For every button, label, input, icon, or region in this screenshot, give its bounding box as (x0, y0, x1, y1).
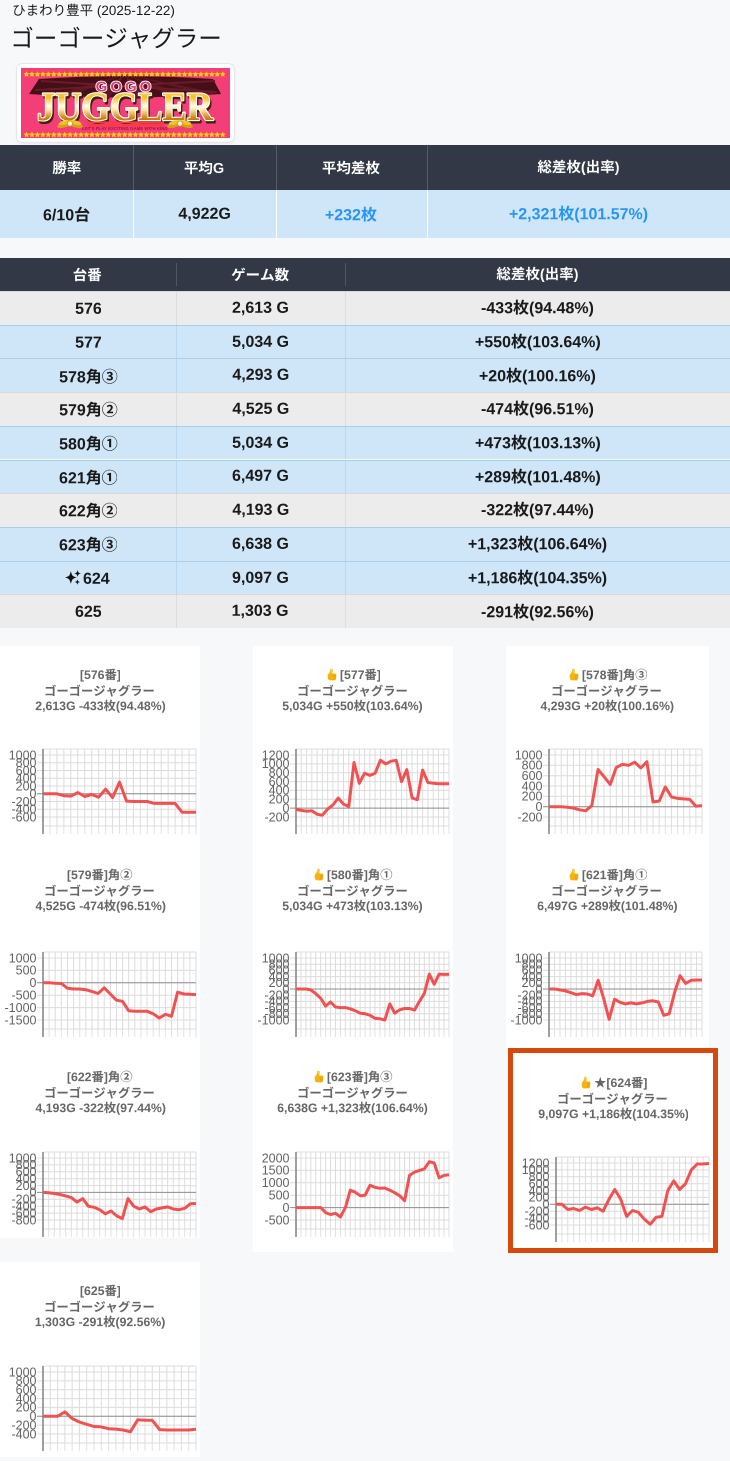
svg-text:-600: -600 (264, 1001, 289, 1015)
svg-text:400: 400 (529, 1183, 550, 1197)
svg-text:-200: -200 (11, 1418, 36, 1432)
svg-text:600: 600 (529, 1177, 550, 1191)
svg-text:-600: -600 (524, 1218, 549, 1232)
svg-text:0: 0 (535, 982, 542, 996)
svg-text:-200: -200 (517, 810, 542, 824)
svg-text:1200: 1200 (261, 748, 289, 762)
svg-text:200: 200 (16, 1400, 37, 1414)
svg-text:2000: 2000 (261, 1151, 289, 1165)
svg-text:-600: -600 (11, 810, 36, 824)
svg-text:-600: -600 (517, 1001, 542, 1015)
svg-text:200: 200 (521, 789, 542, 803)
svg-text:500: 500 (16, 964, 37, 978)
svg-text:600: 600 (16, 1165, 37, 1179)
svg-text:800: 800 (521, 958, 542, 972)
svg-text:0: 0 (282, 801, 289, 815)
svg-text:800: 800 (16, 756, 37, 770)
svg-text:-400: -400 (517, 995, 542, 1009)
svg-text:1000: 1000 (261, 951, 289, 965)
svg-text:-200: -200 (517, 989, 542, 1003)
svg-text:1500: 1500 (261, 1163, 289, 1177)
svg-text:800: 800 (529, 1170, 550, 1184)
svg-text:400: 400 (268, 970, 289, 984)
svg-text:1000: 1000 (261, 757, 289, 771)
svg-text:200: 200 (268, 976, 289, 990)
svg-text:-200: -200 (11, 1192, 36, 1206)
svg-text:800: 800 (268, 958, 289, 972)
svg-text:-200: -200 (264, 810, 289, 824)
svg-text:-500: -500 (11, 989, 36, 1003)
svg-text:800: 800 (268, 766, 289, 780)
svg-text:800: 800 (16, 1158, 37, 1172)
svg-text:-400: -400 (11, 1427, 36, 1441)
svg-text:200: 200 (16, 1178, 37, 1192)
svg-text:GOGO: GOGO (96, 79, 155, 96)
svg-text:400: 400 (521, 970, 542, 984)
svg-text:-400: -400 (524, 1211, 549, 1225)
svg-text:-200: -200 (264, 989, 289, 1003)
svg-text:-800: -800 (11, 1213, 36, 1227)
svg-text:800: 800 (16, 1374, 37, 1388)
svg-text:400: 400 (268, 783, 289, 797)
svg-text:-200: -200 (11, 794, 36, 808)
svg-text:0: 0 (30, 1409, 37, 1423)
svg-text:-1000: -1000 (5, 1001, 37, 1015)
svg-text:-1500: -1500 (5, 1013, 37, 1027)
svg-text:-1000: -1000 (257, 1013, 289, 1027)
svg-text:1000: 1000 (9, 1365, 37, 1379)
svg-text:LET'S PLAY EXCITING GAME WITH: LET'S PLAY EXCITING GAME WITH KING (82, 126, 168, 131)
svg-text:-800: -800 (517, 1007, 542, 1021)
svg-text:0: 0 (282, 982, 289, 996)
svg-text:600: 600 (16, 1383, 37, 1397)
svg-text:-1000: -1000 (510, 1013, 542, 1027)
svg-text:200: 200 (521, 976, 542, 990)
svg-text:400: 400 (521, 779, 542, 793)
svg-text:1000: 1000 (9, 748, 37, 762)
svg-text:400: 400 (16, 1391, 37, 1405)
svg-text:600: 600 (268, 774, 289, 788)
svg-text:800: 800 (521, 758, 542, 772)
svg-text:600: 600 (16, 763, 37, 777)
svg-text:200: 200 (16, 779, 37, 793)
svg-text:1000: 1000 (261, 1176, 289, 1190)
svg-text:200: 200 (268, 792, 289, 806)
svg-text:1000: 1000 (9, 951, 37, 965)
svg-text:-200: -200 (524, 1204, 549, 1218)
svg-text:200: 200 (529, 1190, 550, 1204)
svg-text:1000: 1000 (522, 1163, 550, 1177)
svg-text:600: 600 (521, 964, 542, 978)
svg-text:-400: -400 (11, 802, 36, 816)
svg-text:-600: -600 (11, 1206, 36, 1220)
svg-text:400: 400 (16, 1172, 37, 1186)
svg-text:1200: 1200 (522, 1156, 550, 1170)
svg-text:500: 500 (268, 1188, 289, 1202)
svg-text:-500: -500 (264, 1213, 289, 1227)
svg-text:400: 400 (16, 771, 37, 785)
svg-text:600: 600 (521, 769, 542, 783)
svg-text:600: 600 (268, 964, 289, 978)
svg-text:0: 0 (30, 787, 37, 801)
svg-text:0: 0 (282, 1200, 289, 1214)
svg-text:0: 0 (535, 800, 542, 814)
svg-text:0: 0 (30, 976, 37, 990)
svg-text:-400: -400 (11, 1199, 36, 1213)
svg-text:1000: 1000 (9, 1151, 37, 1165)
svg-text:1000: 1000 (514, 748, 542, 762)
svg-text:1000: 1000 (514, 951, 542, 965)
svg-text:-400: -400 (264, 995, 289, 1009)
svg-text:0: 0 (30, 1185, 37, 1199)
svg-text:-800: -800 (264, 1007, 289, 1021)
svg-text:0: 0 (543, 1197, 550, 1211)
